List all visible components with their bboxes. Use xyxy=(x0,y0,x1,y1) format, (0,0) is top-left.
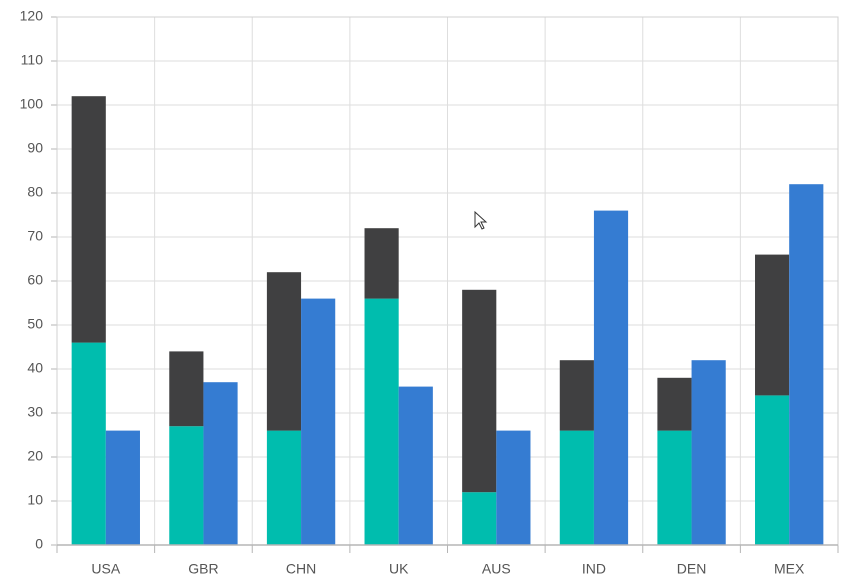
bar xyxy=(755,254,790,396)
bar xyxy=(691,360,726,545)
bar xyxy=(364,298,399,545)
y-tick-label: 90 xyxy=(27,140,43,156)
x-tick-label: AUS xyxy=(482,561,511,577)
x-tick-label: CHN xyxy=(286,561,316,577)
x-tick-label: IND xyxy=(582,561,606,577)
y-tick-label: 100 xyxy=(20,96,44,112)
bar xyxy=(559,360,594,431)
y-tick-label: 0 xyxy=(35,536,43,552)
y-tick-label: 30 xyxy=(27,404,43,420)
bar xyxy=(105,430,140,545)
bar xyxy=(657,430,692,545)
bar xyxy=(364,228,399,299)
y-tick-label: 70 xyxy=(27,228,43,244)
bar xyxy=(789,184,824,545)
bar xyxy=(462,289,497,493)
bar xyxy=(203,382,238,545)
bar xyxy=(755,395,790,545)
mouse-cursor xyxy=(474,210,488,230)
bar xyxy=(266,430,302,545)
bar xyxy=(462,492,497,545)
y-tick-label: 10 xyxy=(27,492,43,508)
bar xyxy=(593,210,629,545)
bar xyxy=(169,426,204,545)
x-tick-label: MEX xyxy=(774,561,805,577)
y-tick-label: 110 xyxy=(21,52,44,68)
x-tick-label: GBR xyxy=(188,561,218,577)
bar xyxy=(301,298,336,545)
y-tick-label: 120 xyxy=(20,8,44,24)
x-tick-label: UK xyxy=(389,561,409,577)
bar xyxy=(71,342,106,545)
y-tick-label: 80 xyxy=(27,184,43,200)
x-tick-label: DEN xyxy=(677,561,707,577)
y-tick-label: 20 xyxy=(27,448,43,464)
bar xyxy=(71,96,106,343)
y-tick-label: 60 xyxy=(27,272,43,288)
bar xyxy=(266,272,302,431)
bar xyxy=(559,430,594,545)
bar xyxy=(657,377,692,431)
y-tick-label: 40 xyxy=(27,360,43,376)
y-tick-label: 50 xyxy=(27,316,43,332)
bar xyxy=(496,430,531,545)
bar xyxy=(398,386,433,545)
x-tick-label: USA xyxy=(91,561,120,577)
bar xyxy=(169,351,204,427)
